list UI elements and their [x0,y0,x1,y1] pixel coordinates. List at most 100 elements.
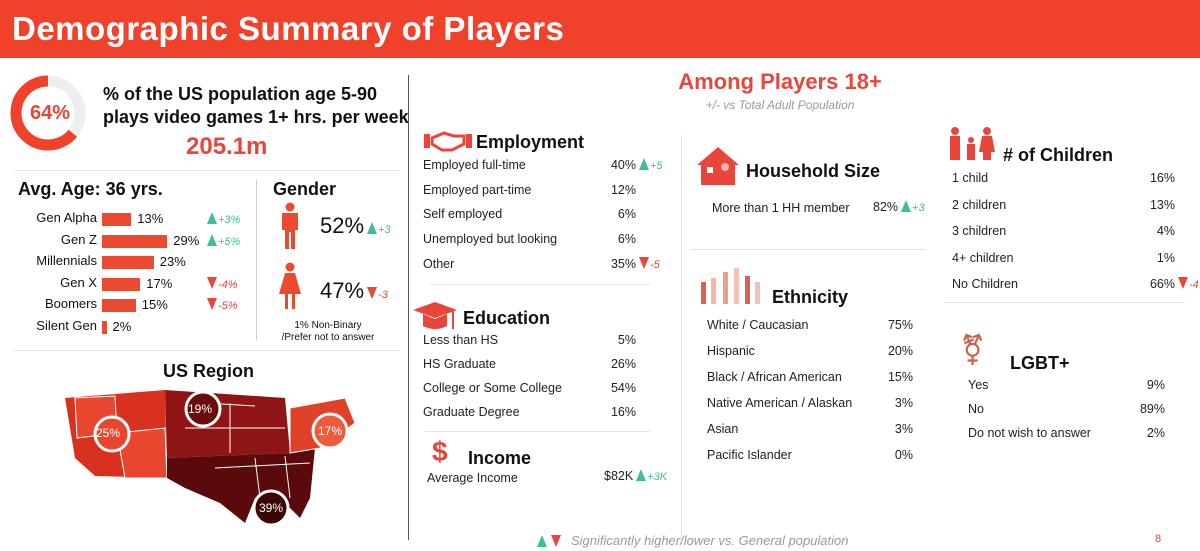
children-title: # of Children [1003,145,1114,165]
row-value: 75% [853,318,913,332]
up-triangle-icon [207,233,217,246]
value: 1% [1156,250,1175,265]
legend-text: Significantly higher/lower vs. General p… [571,533,849,548]
raised-hands-icon [701,268,760,304]
donut-percent: 64% [30,102,71,124]
value: 12% [610,182,636,197]
age-bar [102,213,132,226]
row-value: 26% [576,357,636,371]
male-delta: +3 [378,224,391,236]
delta: +5 [650,160,663,172]
up-triangle-icon [901,200,912,212]
age-value: 15% [141,297,168,313]
divider [690,249,926,250]
family-icon [950,127,995,160]
value: 6% [617,232,636,247]
nonbinary-note: 1% Non-Binary/Prefer not to answer [268,320,388,344]
value: 9% [1146,378,1165,392]
row-value: 3% [853,396,913,410]
row-delta: +5 [636,158,663,172]
row-label: College or Some College [423,381,562,395]
row-label: 4+ children [952,250,1014,265]
row-value: 54% [576,381,636,395]
value: 40% [610,158,636,172]
gender-title: Gender [273,179,337,199]
region-midwest: 19% [188,402,213,416]
row-value: 12% [576,183,636,197]
row-value: 16% [576,405,636,419]
value: 20% [887,344,913,358]
age-delta: -5% [204,296,238,314]
delta: -5% [218,300,238,313]
divider [681,135,682,540]
row-label: Native American / Alaskan [707,396,853,410]
divider [425,431,650,432]
row-label: Employed part-time [423,182,532,197]
age-bar [102,256,154,270]
age-bar [102,234,168,248]
row-label: HS Graduate [423,357,496,371]
up-triangle-icon [207,212,217,224]
male-icon [282,202,298,249]
header-bar [0,0,1200,58]
income-value: $82K +3K [604,469,667,483]
age-label: Gen X [60,274,97,290]
note-line1: 1% Non-Binary [294,320,362,331]
age-value: 17% [146,275,173,291]
up-triangle-icon [636,469,647,481]
value: 66% [1149,277,1175,291]
region-northeast: 17% [318,424,343,438]
divider [945,302,1185,303]
row-label: Graduate Degree [423,405,520,419]
dollar-icon: $ [432,436,448,467]
row-delta: -5 [636,256,660,271]
adults-subtitle: +/- vs Total Adult Population [705,98,855,112]
household-percent: 82% [873,200,899,214]
value: 89% [1139,402,1165,416]
value: 5% [617,333,636,347]
page-title: Demographic Summary of Players [12,10,565,47]
ethnicity-title: Ethnicity [772,287,849,307]
region-south: 39% [259,501,284,515]
divider [430,284,650,285]
household-value: 82% +3 [873,200,925,214]
up-triangle-icon [367,222,378,234]
legend-triangles [534,533,562,551]
female-delta: -3 [378,289,388,301]
graduation-cap-icon [413,302,457,329]
divider [14,350,400,351]
lgbt-title: LGBT+ [1010,353,1070,373]
handshake-icon [424,131,472,152]
male-percent: 52% +3 [320,213,391,239]
page-number: 8 [1155,533,1162,545]
value: 3% [894,396,913,410]
region-west: 25% [96,426,121,440]
age-bar [102,299,136,313]
divider [408,75,409,540]
delta: -4 [1189,279,1199,291]
donut-64-percent [10,75,86,151]
male-value: 52% [320,213,365,238]
row-value: 0% [853,448,913,462]
row-label: 3 children [952,224,1007,238]
value: 13% [1149,197,1175,212]
delta: +5% [218,235,241,248]
row-value: 16% [1115,171,1175,185]
row-label: Yes [968,378,989,392]
income-delta: +3K [647,471,668,483]
row-label: Less than HS [423,333,499,347]
age-label: Boomers [44,296,97,312]
female-value: 47% [320,278,365,303]
row-label: Do not wish to answer [968,426,1091,440]
row-label: 1 child [952,171,989,185]
value: 35% [610,256,636,271]
row-label: Pacific Islander [707,448,792,462]
age-label: Silent Gen [36,318,97,333]
delta: -5 [650,258,660,271]
row-value: 5% [576,333,636,347]
down-triangle-icon [367,287,378,299]
overview-line1: % of the US population age 5-90 [103,84,378,104]
age-value: 13% [137,211,164,226]
age-delta: -4% [204,275,238,293]
row-label: Employed full-time [423,158,526,172]
